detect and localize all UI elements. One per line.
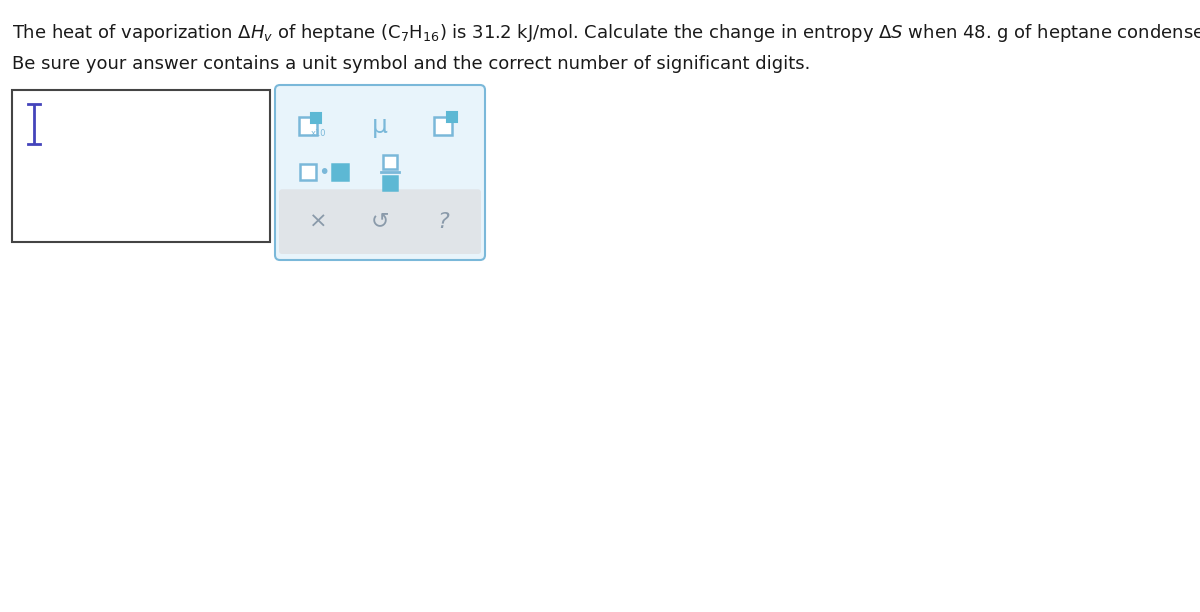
FancyBboxPatch shape [278,189,481,254]
Bar [311,113,322,123]
FancyBboxPatch shape [275,85,485,260]
Text: ↺: ↺ [371,212,389,232]
Bar [300,164,316,180]
Text: Be sure your answer contains a unit symbol and the correct number of significant: Be sure your answer contains a unit symb… [12,55,810,73]
Text: The heat of vaporization $\mathit{\Delta}H_v$ of heptane $\mathrm{(C_7H_{16})}$ : The heat of vaporization $\mathit{\Delta… [12,22,1200,44]
Bar [332,164,348,180]
Bar [434,117,452,135]
Bar [383,176,397,190]
Text: ×: × [308,212,328,232]
Text: ?: ? [437,212,449,232]
Bar [12,90,270,242]
Text: •: • [318,163,330,182]
Text: μ: μ [372,114,388,138]
Bar [299,117,317,135]
Text: x10: x10 [311,130,326,138]
Bar [383,155,397,169]
Bar [446,112,457,122]
